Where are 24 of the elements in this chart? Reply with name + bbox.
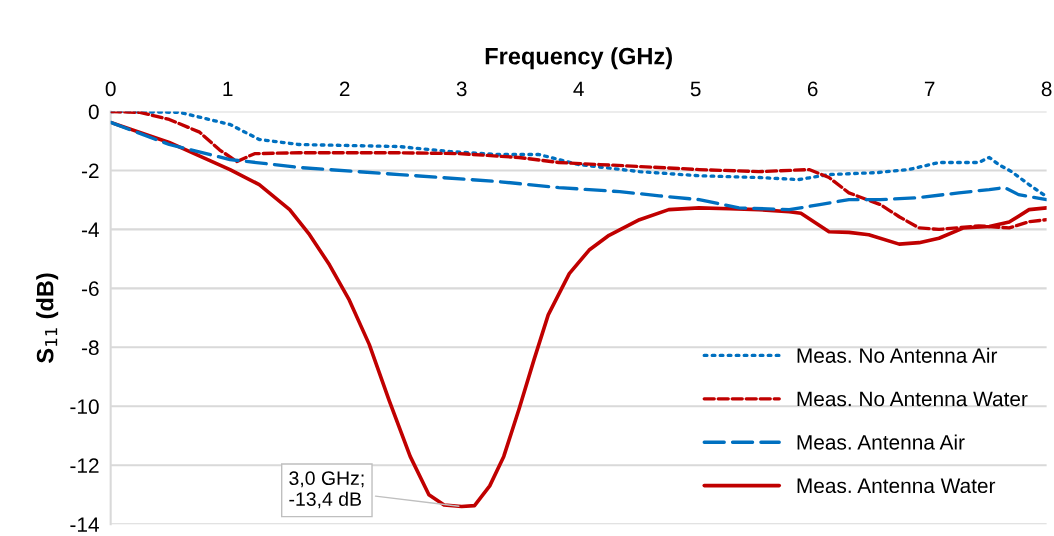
legend-label: Meas. Antenna Water: [797, 478, 996, 494]
legend-label: Meas. Antenna Air: [797, 434, 965, 450]
x-tick-label: 2: [339, 81, 350, 97]
x-tick-label: 4: [573, 81, 584, 97]
y-tick-label: -2: [81, 163, 99, 178]
y-tick-label: -4: [81, 222, 99, 237]
x-tick-label: 6: [807, 81, 818, 97]
x-tick-label: 8: [1041, 81, 1052, 97]
y-tick-label: -8: [81, 340, 99, 356]
x-tick-label: 0: [105, 81, 116, 97]
y-tick-label: -10: [70, 399, 99, 415]
y-tick-label: -6: [81, 281, 99, 297]
x-tick-label: 7: [924, 81, 935, 97]
y-tick-label: -12: [70, 458, 99, 473]
annotation: 3,0 GHz; -13,4 dB: [289, 471, 364, 509]
legend-label: Meas. No Antenna Water: [797, 391, 1028, 407]
legend-label: Meas. No Antenna Air: [797, 347, 998, 363]
y-axis-title: S$_{11}$ (dB): [36, 273, 59, 363]
x-axis-title: Frequency (GHz): [485, 47, 672, 70]
x-tick-label: 3: [456, 81, 467, 97]
x-tick-label: 1: [223, 81, 233, 97]
y-tick-label: -14: [70, 517, 99, 532]
y-tick-label: 0: [88, 104, 99, 120]
x-tick-label: 5: [690, 81, 701, 97]
